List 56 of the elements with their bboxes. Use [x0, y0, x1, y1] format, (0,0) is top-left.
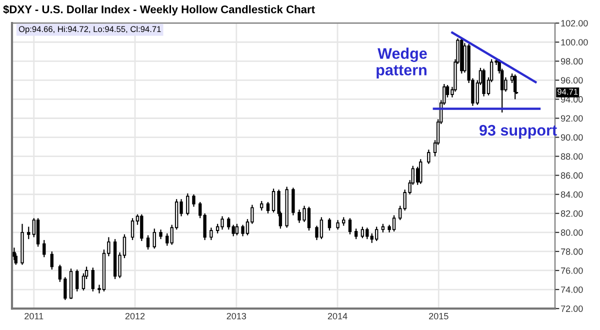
y-tick-label: 96.00 — [560, 77, 583, 84]
y-tick-label: 72.00 — [561, 306, 583, 312]
x-tick-label: 2014 — [328, 312, 348, 320]
candlestick — [27, 226, 30, 240]
x-tick-label: 2015 — [429, 312, 448, 320]
candlestick — [260, 200, 264, 212]
candlestick — [50, 250, 54, 270]
text: 94.71 — [558, 88, 578, 95]
candlestick — [42, 239, 46, 258]
y-tick-label: 74.00 — [561, 286, 583, 293]
annotation: Wedge pattern — [376, 48, 427, 78]
candlestick — [235, 223, 239, 236]
candlestick — [91, 267, 94, 292]
candlestick — [210, 227, 213, 241]
chart-title: $DXY - U.S. Dollar Index - Weekly Hollow Candlestick Chart — [3, 4, 315, 16]
y-tick-label: 84.00 — [560, 191, 583, 198]
annotation: Op:94.66, Hi:94.72, Lo:94.55, Cl:94.71 — [18, 26, 161, 34]
candlestick — [227, 216, 230, 230]
candlestick — [328, 218, 332, 232]
candlestick — [76, 268, 79, 292]
y-tick-label: 78.00 — [561, 248, 583, 255]
candlestick — [272, 188, 276, 214]
y-tick-label: 98.00 — [560, 58, 583, 65]
candlestick — [427, 149, 430, 164]
candlestick — [292, 187, 295, 216]
y-tick-label: 100.00 — [561, 39, 588, 46]
candlestick — [36, 218, 40, 248]
candlestick — [336, 220, 340, 230]
candlestick — [354, 228, 358, 240]
x-tick-label: 2011 — [24, 312, 44, 320]
y-tick-label: 90.00 — [560, 134, 583, 141]
x-tick-label: 2013 — [226, 312, 246, 320]
candlestick — [348, 218, 352, 235]
candlestick — [232, 224, 235, 237]
candlestick — [266, 201, 270, 214]
y-tick-label: 86.00 — [560, 172, 583, 179]
y-tick-label: 76.00 — [561, 267, 583, 274]
candlestick — [130, 218, 134, 241]
candlestick — [186, 192, 190, 216]
candlestick — [64, 276, 67, 301]
y-tick-label: 88.00 — [560, 153, 583, 160]
candlestick — [166, 232, 169, 246]
candlestick — [12, 247, 16, 261]
y-tick-label: 82.00 — [560, 210, 583, 217]
candlestick — [159, 229, 162, 240]
candlestick — [374, 226, 378, 242]
y-tick-label: 102.00 — [561, 20, 588, 26]
candlestick — [146, 234, 150, 250]
candlestick — [58, 264, 62, 282]
y-tick-label: 80.00 — [560, 229, 583, 236]
x-tick-label: 2012 — [125, 312, 145, 320]
candlestick — [192, 194, 196, 208]
candlestick — [140, 214, 144, 242]
candlestick — [419, 158, 422, 184]
candlestick — [152, 228, 156, 250]
y-tick-label: 92.00 — [560, 115, 583, 122]
